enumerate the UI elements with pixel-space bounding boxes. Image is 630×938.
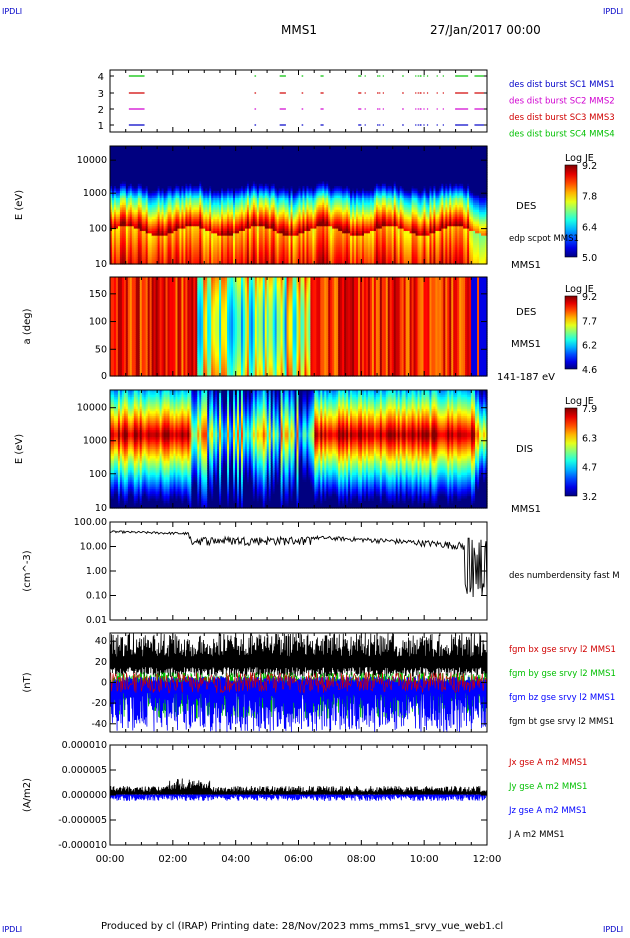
y-tick-label: 2 bbox=[98, 105, 104, 116]
burst-legend-entry: des dist burst SC2 MMS2 bbox=[509, 97, 615, 107]
mms-summary-plot: IPDLI IPDLI IPDLI IPDLI MMS1 27/Jan/2017… bbox=[0, 0, 630, 934]
footer-text: Produced by cl (IRAP) Printing date: 28/… bbox=[101, 921, 503, 932]
y-tick-label: 4 bbox=[98, 72, 104, 83]
des-energy-spectrogram bbox=[110, 146, 488, 265]
header-spacecraft: MMS1 bbox=[281, 23, 317, 37]
corner-label-tl: IPDLI bbox=[2, 7, 22, 16]
panels: 4 3 2 1 des dist burst SC1 MMS1 des dist burs… bbox=[14, 70, 620, 865]
header-datetime: 27/Jan/2017 00:00 bbox=[430, 23, 541, 37]
burst-panel-frame bbox=[110, 70, 487, 132]
corner-label-br: IPDLI bbox=[603, 925, 623, 934]
y-tick-label: 3 bbox=[98, 89, 104, 100]
burst-legend-entry: des dist burst SC4 MMS4 bbox=[509, 130, 615, 140]
corner-label-bl: IPDLI bbox=[2, 925, 22, 934]
burst-legend-entry: des dist burst SC1 MMS1 bbox=[509, 80, 615, 90]
plot-canvas: IPDLI IPDLI IPDLI IPDLI MMS1 27/Jan/2017… bbox=[0, 0, 630, 934]
burst-legend-entry: des dist burst SC3 MMS3 bbox=[509, 113, 615, 123]
y-tick-label: 1 bbox=[98, 121, 104, 132]
corner-label-tr: IPDLI bbox=[603, 7, 623, 16]
